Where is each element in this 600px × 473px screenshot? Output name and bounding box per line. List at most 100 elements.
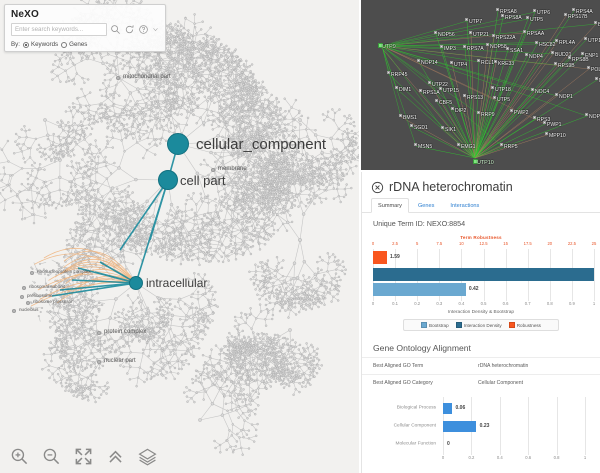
gene-node-rps8b[interactable]: [568, 56, 571, 59]
gene-node-utp6[interactable]: [533, 9, 536, 12]
legend-item[interactable]: Interaction Density: [455, 322, 502, 328]
gene-node-bms1[interactable]: [399, 114, 402, 117]
gene-node-nop56[interactable]: [434, 31, 437, 34]
tab-summary[interactable]: Summary: [371, 198, 409, 213]
gene-node-hsc82[interactable]: [535, 41, 538, 44]
gene-node-bud21[interactable]: [551, 51, 554, 54]
gene-node-utp21[interactable]: [469, 31, 472, 34]
gene-interaction-network-panel[interactable]: UTP9 RPSA8 UTP6 RPS17B UTP7 NOP56 UTP21 RPS8A UT…: [361, 0, 600, 170]
ontology-node-protein-complex[interactable]: [97, 331, 101, 335]
gene-node-kre33[interactable]: [494, 60, 497, 63]
gene-node-mpp10[interactable]: [545, 132, 548, 135]
ontology-node-membrane[interactable]: [211, 168, 215, 172]
radio-genes-dot[interactable]: [61, 41, 68, 48]
zoom-in-icon[interactable]: [10, 447, 29, 466]
gene-node-utp9[interactable]: [378, 43, 383, 48]
gene-node-nop4[interactable]: [525, 53, 528, 56]
legend-item[interactable]: Robustness: [508, 322, 541, 328]
robustness-bottom-tick: 0.1: [392, 301, 399, 306]
ontology-network-panel[interactable]: cellular_component cell part intracellul…: [0, 0, 359, 473]
ontology-node-intracellular[interactable]: [129, 276, 143, 290]
go-category-label: Molecular Function: [395, 441, 436, 447]
gene-node-utp15[interactable]: [439, 87, 442, 90]
gene-node-rpl4a[interactable]: [555, 39, 558, 42]
gene-node-utp5[interactable]: [493, 96, 496, 99]
gene-node-dim1[interactable]: [395, 86, 398, 89]
gene-node-dip2[interactable]: [451, 107, 454, 110]
gene-node-rps22a[interactable]: [492, 34, 495, 37]
gene-node-utp18[interactable]: [491, 86, 494, 89]
collapse-up-icon[interactable]: [106, 447, 125, 466]
gene-node-nop6[interactable]: [585, 113, 588, 116]
go-bar-value: 0.23: [479, 423, 490, 429]
legend-item[interactable]: Bootstrap: [421, 322, 449, 328]
gene-node-bud21[interactable]: [594, 21, 597, 24]
layers-icon[interactable]: [138, 447, 157, 466]
gene-node-rps13[interactable]: [463, 94, 466, 97]
gene-node-rps17b[interactable]: [564, 13, 567, 16]
refresh-icon[interactable]: [124, 24, 135, 35]
ontology-node-ribonucleoprotein-complex[interactable]: [30, 271, 34, 275]
gene-node-utp22[interactable]: [428, 81, 431, 84]
gene-node-utp13[interactable]: [584, 37, 587, 40]
gene-node-cbf5[interactable]: [435, 99, 438, 102]
ontology-network-graph[interactable]: [0, 0, 359, 473]
gene-network-graph[interactable]: [361, 0, 600, 170]
search-icon[interactable]: [110, 24, 121, 35]
ontology-node-cellular-component[interactable]: [167, 133, 189, 155]
gene-node-msn5[interactable]: [414, 143, 417, 146]
gene-node-rrp5[interactable]: [500, 143, 503, 146]
gene-node-sgd1[interactable]: [410, 124, 413, 127]
gene-node-utp4[interactable]: [450, 61, 453, 64]
gene-node-nop1[interactable]: [555, 93, 558, 96]
radio-genes[interactable]: Genes: [61, 41, 87, 48]
zoom-out-icon[interactable]: [42, 447, 61, 466]
ontology-node-cell-part[interactable]: [158, 170, 178, 190]
radio-keywords-dot[interactable]: [22, 41, 29, 48]
search-panel[interactable]: NeXO: [4, 4, 166, 52]
chevron-down-icon[interactable]: [152, 24, 159, 35]
gene-node-rrp45[interactable]: [387, 71, 390, 74]
gene-node-ssa1[interactable]: [506, 47, 509, 50]
gene-node-rcl1[interactable]: [477, 59, 480, 62]
gene-node-rps4a[interactable]: [572, 8, 575, 11]
gene-node-rps1a[interactable]: [419, 89, 422, 92]
ontology-node-ribosome-precursor[interactable]: [26, 301, 30, 305]
tab-genes[interactable]: Genes: [417, 203, 435, 209]
gene-node-nop14[interactable]: [417, 59, 420, 62]
gene-node-pwp2[interactable]: [510, 109, 513, 112]
chart-gridline: [585, 397, 586, 455]
gene-node-rps7a[interactable]: [463, 45, 466, 48]
gene-node-noc4[interactable]: [531, 88, 534, 91]
ontology-node-ribosomal-subunit[interactable]: [22, 286, 26, 290]
gene-node-nan1[interactable]: [595, 77, 598, 80]
fit-screen-icon[interactable]: [74, 447, 93, 466]
gene-node-nop58[interactable]: [486, 43, 489, 46]
search-input[interactable]: [11, 23, 107, 36]
gene-node-utp7[interactable]: [465, 18, 468, 21]
ontology-node-mitochondrial-part[interactable]: [116, 76, 120, 80]
radio-keywords[interactable]: Keywords: [22, 41, 58, 48]
ontology-node-nuclear-part[interactable]: [97, 360, 101, 364]
tab-interactions[interactable]: Interactions: [450, 203, 480, 209]
go-term-row: Best Aligned GO Term rDNA heterochromati…: [362, 357, 600, 374]
gene-node-rps8a[interactable]: [501, 14, 504, 17]
ontology-node-preribosome[interactable]: [20, 295, 24, 299]
gene-node-rpsaa[interactable]: [523, 30, 526, 33]
help-icon[interactable]: [138, 24, 149, 35]
gene-node-sik1[interactable]: [441, 126, 444, 129]
term-detail-panel[interactable]: rDNA heterochromatin Summary Genes Inter…: [361, 172, 600, 473]
gene-node-pwp1[interactable]: [543, 121, 546, 124]
gene-node-utp5[interactable]: [526, 16, 529, 19]
gene-node-imp3[interactable]: [440, 45, 443, 48]
close-circle-icon[interactable]: [371, 181, 384, 194]
gene-node-pol5[interactable]: [587, 66, 590, 69]
gene-node-rpsa8[interactable]: [496, 8, 499, 11]
ontology-node-nucleolus[interactable]: [12, 309, 16, 313]
gene-node-emg1[interactable]: [457, 143, 460, 146]
gene-node-utp10[interactable]: [473, 159, 478, 164]
gene-node-rps3[interactable]: [533, 116, 536, 119]
gene-node-rrp9[interactable]: [477, 111, 480, 114]
gene-node-enp1[interactable]: [581, 52, 584, 55]
gene-node-rps9b[interactable]: [554, 62, 557, 65]
